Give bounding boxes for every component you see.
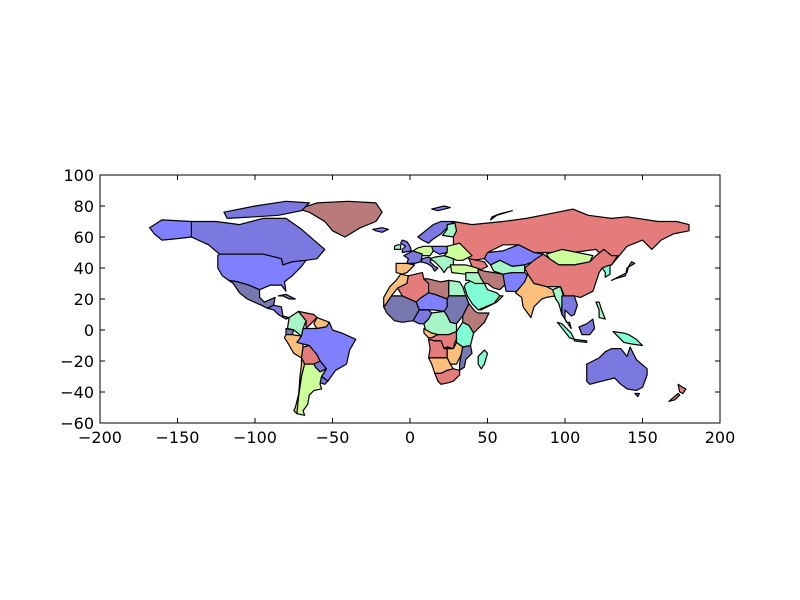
y-tick-label: 100: [63, 166, 94, 185]
country-russia: [452, 208, 690, 266]
country-madagascar: [477, 349, 489, 370]
country-caucasus-region: [468, 258, 489, 271]
y-tick-label: 0: [84, 321, 94, 340]
country-india: [514, 273, 557, 319]
country-tasmania: [634, 392, 641, 398]
country-canada: [190, 217, 326, 266]
country-italy: [420, 256, 439, 272]
country-uruguay: [319, 375, 329, 385]
axis-ticks: [99, 174, 721, 424]
x-tick-label: 50: [477, 428, 497, 447]
country-novaya-zemlya: [490, 210, 513, 221]
y-tick-label: 60: [74, 228, 94, 247]
country-new-zealand-north: [677, 383, 687, 395]
x-tick-label: −150: [156, 428, 200, 447]
country-sudan: [443, 295, 470, 325]
x-tick-label: −100: [233, 428, 277, 447]
country-philippines: [595, 301, 606, 320]
country-malay-peninsula: [564, 318, 572, 330]
country-borneo: [578, 318, 596, 336]
y-axis-tick-labels: 100 80 60 40 20 0 −20 −40 −60: [60, 166, 94, 433]
x-tick-label: 200: [705, 428, 736, 447]
country-korea: [601, 264, 611, 278]
x-tick-label: 0: [405, 428, 415, 447]
country-new-guinea: [612, 330, 644, 347]
country-indochina: [561, 295, 579, 320]
x-tick-label: −200: [78, 428, 122, 447]
country-ireland: [393, 244, 402, 250]
country-iraq-syria: [465, 272, 485, 285]
country-egypt: [448, 279, 467, 297]
country-new-zealand-south: [668, 392, 681, 402]
country-alaska: [149, 219, 192, 241]
country-mexico: [228, 279, 276, 309]
country-east-africa: [455, 321, 475, 348]
countries-layer: [149, 200, 690, 416]
country-canada-arctic-islands: [223, 200, 310, 219]
country-finland: [442, 222, 458, 238]
y-tick-label: 80: [74, 197, 94, 216]
x-tick-label: 150: [627, 428, 658, 447]
country-yemen-oman: [477, 295, 504, 311]
country-cuba: [277, 293, 296, 300]
y-tick-label: 20: [74, 290, 94, 309]
x-tick-label: −50: [316, 428, 350, 447]
country-south-africa: [434, 368, 461, 385]
y-tick-label: 40: [74, 259, 94, 278]
country-japan: [610, 261, 636, 281]
country-venezuela: [297, 310, 318, 330]
country-argentina: [296, 363, 327, 416]
y-tick-label: −40: [60, 383, 94, 402]
y-tick-label: −60: [60, 414, 94, 433]
country-iceland: [372, 227, 389, 233]
country-zambia-zimbabwe: [443, 341, 464, 365]
country-norway-sweden: [417, 220, 454, 244]
x-tick-label: 100: [550, 428, 581, 447]
country-australia: [586, 346, 648, 392]
country-svalbard: [431, 205, 451, 212]
country-uk: [400, 239, 413, 254]
country-mozambique: [459, 344, 473, 371]
country-java: [573, 338, 588, 343]
country-greenland: [297, 200, 383, 238]
country-ukraine-belarus: [443, 242, 473, 261]
country-ecuador: [285, 327, 295, 336]
y-tick-label: −20: [60, 352, 94, 371]
x-axis-tick-labels: −200 −150 −100 −50 0 50 100 150 200: [78, 428, 735, 447]
